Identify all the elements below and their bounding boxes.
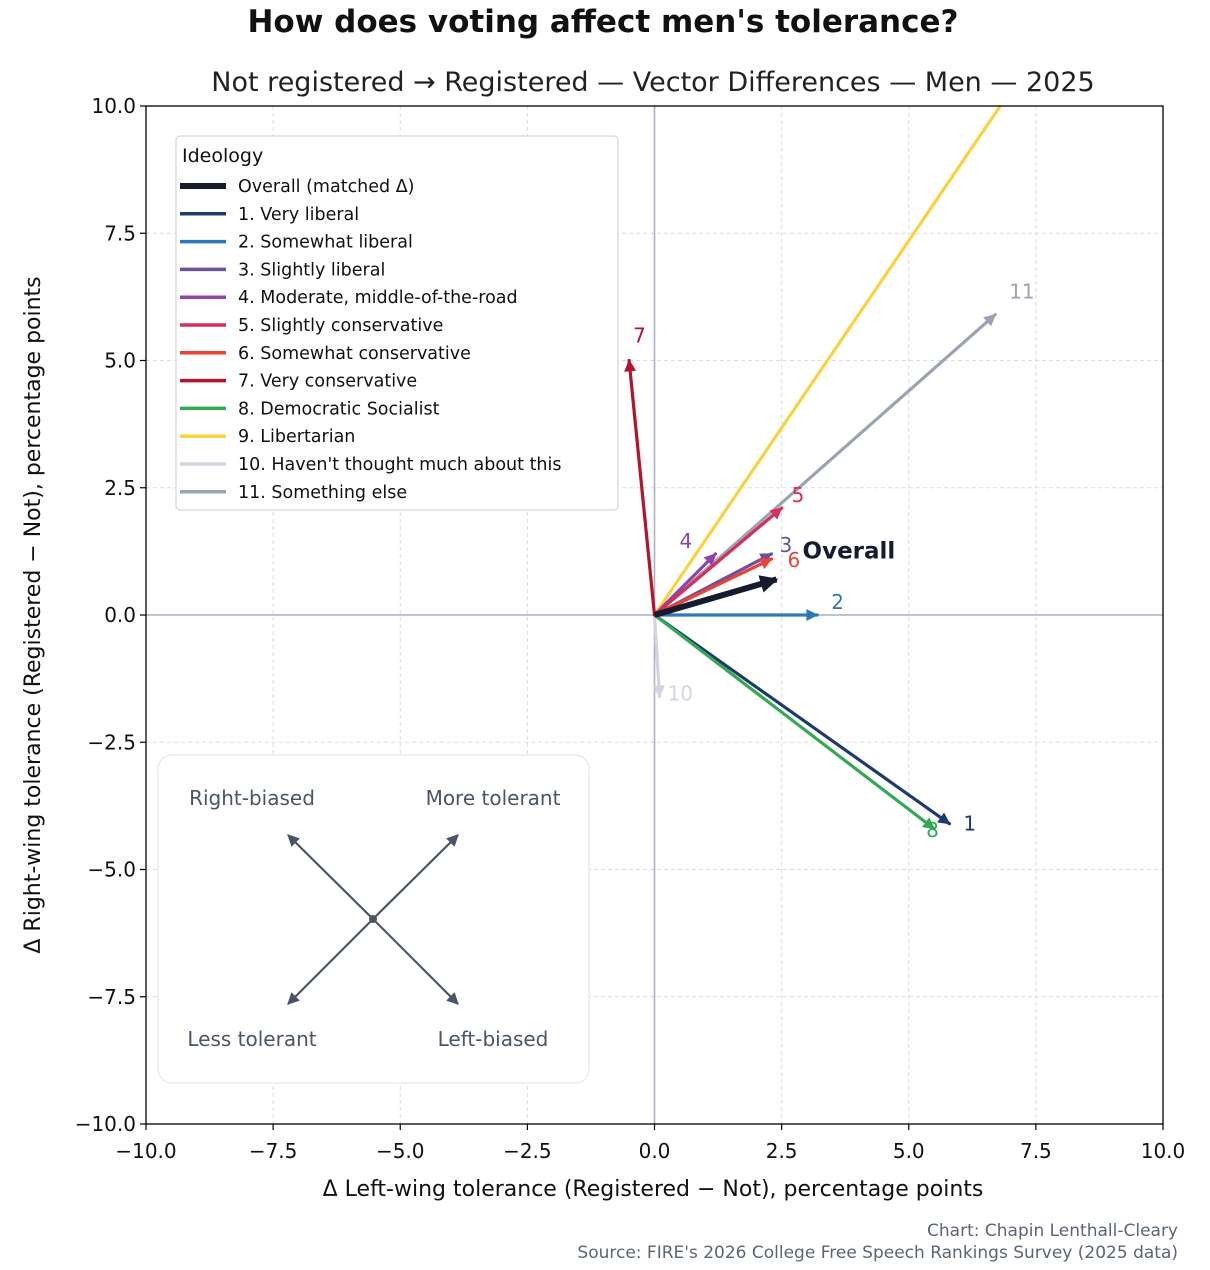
y-tick-label: 5.0 [104,349,136,373]
axis-ticks: −10.0 −7.5 −5.0 −2.5 0.0 2.5 5.0 7.5 10.0−10.0−7… [75,94,1186,1163]
y-tick-label: 10.0 [91,94,136,118]
x-tick-label: 10.0 [1141,1139,1186,1163]
x-tick-label: −7.5 [249,1139,298,1163]
legend-entry: Overall (matched Δ) [238,177,415,197]
legend-title: Ideology [182,145,263,167]
x-tick-label: 0.0 [639,1139,671,1163]
vector-label-overall: Overall [803,538,896,564]
key-center-dot [369,915,377,923]
key-arrow [287,918,374,1005]
vector-label-11: 11 [1009,280,1034,304]
vector-label-4: 4 [680,529,693,553]
legend-entry: 5. Slightly conservative [238,316,443,336]
key-right-biased: Right-biased [189,786,315,810]
x-tick-label: −10.0 [115,1139,176,1163]
legend-entry: 7. Very conservative [238,372,417,392]
direction-key: Right-biased More tolerant Less tolerant… [157,754,590,1084]
legend-entry: 3. Slightly liberal [238,260,385,280]
legend-entry: 6. Somewhat conservative [238,344,471,364]
chart-suptitle: How does voting affect men's tolerance? [247,4,958,40]
legend-entry: 10. Haven't thought much about this [238,455,562,475]
y-axis-label: Δ Right-wing tolerance (Registered − Not… [21,276,46,953]
y-tick-label: −2.5 [87,730,136,754]
vector-6 [652,557,774,617]
chart-source: Source: FIRE's 2026 College Free Speech … [577,1243,1178,1263]
legend-entry: 4. Moderate, middle-of-the-road [238,288,518,308]
vector-1 [652,613,952,826]
vector-label-3: 3 [779,533,792,557]
legend-entry: 8. Democratic Socialist [238,399,440,419]
legend-entry: 2. Somewhat liberal [238,233,413,253]
key-more-tolerant: More tolerant [426,786,561,810]
legend-entry: 1. Very liberal [238,205,359,225]
key-arrow [287,834,374,920]
legend-entry: 11. Something else [238,483,407,503]
y-tick-label: 7.5 [104,221,136,245]
vector-10 [652,613,665,699]
chart-title: Not registered → Registered — Vector Dif… [211,67,1094,98]
key-less-tolerant: Less tolerant [187,1027,316,1051]
vector-label-7: 7 [633,324,646,348]
x-tick-label: −2.5 [503,1139,552,1163]
legend: Ideology Overall (matched Δ) 1. Very libe… [175,135,619,511]
x-tick-label: −5.0 [376,1139,425,1163]
vector-5 [652,506,784,617]
x-tick-label: 5.0 [893,1139,925,1163]
x-tick-label: 7.5 [1020,1139,1052,1163]
vector-label-5: 5 [792,483,805,507]
key-left-biased: Left-biased [438,1027,549,1051]
chart-credit: Chart: Chapin Lenthall-Cleary [927,1221,1178,1241]
vector-label-2: 2 [831,590,844,614]
key-arrow [372,834,459,920]
vector-label-1: 1 [963,812,976,836]
vector-label-10: 10 [668,681,693,705]
vector-label-8: 8 [926,818,939,842]
vector-8 [652,613,936,831]
y-tick-label: −5.0 [87,858,136,882]
y-tick-label: 0.0 [104,603,136,627]
vector-7 [624,358,657,617]
legend-box [175,135,619,511]
vector-9 [652,106,1003,617]
vectors [624,106,1003,831]
vector-overall [653,575,779,618]
vector-label-6: 6 [787,548,800,572]
y-tick-label: 2.5 [104,476,136,500]
y-tick-label: −7.5 [87,985,136,1009]
x-axis-label: Δ Left-wing tolerance (Registered − Not)… [323,1177,984,1202]
x-tick-label: 2.5 [766,1139,798,1163]
key-arrow [372,918,459,1005]
legend-entry: 9. Libertarian [238,427,355,447]
y-tick-label: −10.0 [75,1112,136,1136]
vector-labels: 1 2 3 4 5 6 7 8 10 11 Overall [633,280,1035,842]
